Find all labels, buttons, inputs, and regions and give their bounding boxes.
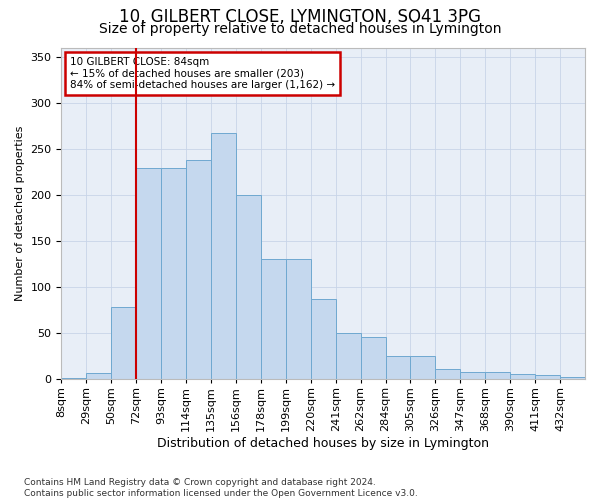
X-axis label: Distribution of detached houses by size in Lymington: Distribution of detached houses by size …: [157, 437, 489, 450]
Bar: [535, 375, 560, 380]
Bar: [386, 356, 410, 380]
Text: Size of property relative to detached houses in Lymington: Size of property relative to detached ho…: [99, 22, 501, 36]
Text: 10 GILBERT CLOSE: 84sqm
← 15% of detached houses are smaller (203)
84% of semi-d: 10 GILBERT CLOSE: 84sqm ← 15% of detache…: [70, 56, 335, 90]
Bar: [86, 373, 111, 380]
Y-axis label: Number of detached properties: Number of detached properties: [15, 126, 25, 301]
Bar: [61, 378, 86, 380]
Bar: [311, 299, 335, 380]
Bar: [186, 160, 211, 380]
Bar: [436, 369, 460, 380]
Text: Contains HM Land Registry data © Crown copyright and database right 2024.
Contai: Contains HM Land Registry data © Crown c…: [24, 478, 418, 498]
Bar: [485, 372, 510, 380]
Bar: [361, 337, 386, 380]
Bar: [161, 168, 186, 380]
Bar: [460, 372, 485, 380]
Text: 10, GILBERT CLOSE, LYMINGTON, SO41 3PG: 10, GILBERT CLOSE, LYMINGTON, SO41 3PG: [119, 8, 481, 26]
Bar: [410, 356, 436, 380]
Bar: [136, 168, 161, 380]
Bar: [286, 258, 311, 380]
Bar: [510, 374, 535, 380]
Bar: [111, 308, 136, 380]
Bar: [261, 258, 286, 380]
Bar: [335, 334, 361, 380]
Bar: [236, 195, 261, 380]
Bar: [560, 376, 585, 380]
Bar: [211, 133, 236, 380]
